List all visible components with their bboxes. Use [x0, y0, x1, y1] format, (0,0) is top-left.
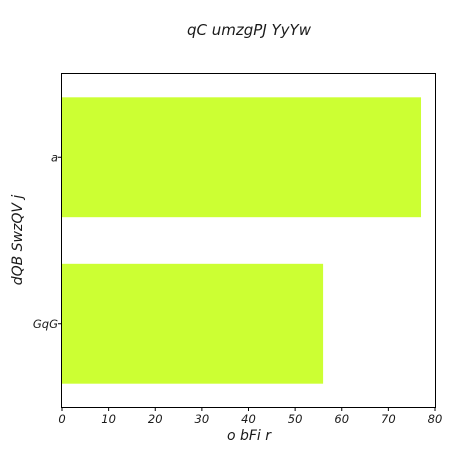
x-tick-label: 0: [58, 412, 65, 426]
chart-title: qC umzgPJ YyYw: [187, 21, 312, 39]
y-axis-label: dQB SwzQV j: [10, 195, 26, 286]
y-axis-ticks: a GqG: [33, 150, 62, 331]
x-tick-label: 80: [428, 412, 443, 426]
y-tick-label: GqG: [33, 317, 58, 331]
x-tick-label: 30: [195, 412, 210, 426]
x-axis-label: o bFi r: [227, 428, 272, 444]
bar-a: [62, 97, 422, 218]
y-tick-label: a: [51, 150, 58, 164]
x-axis-ticks: 0 10 20 30 40 50 60 70 80: [58, 407, 442, 426]
x-tick-label: 50: [288, 412, 303, 426]
x-tick-label: 40: [241, 412, 256, 426]
x-tick-label: 60: [334, 412, 349, 426]
bars-group: [62, 97, 422, 384]
x-tick-label: 20: [148, 412, 163, 426]
bar-gqg: [62, 263, 324, 384]
x-tick-label: 10: [101, 412, 116, 426]
x-tick-label: 70: [381, 412, 396, 426]
